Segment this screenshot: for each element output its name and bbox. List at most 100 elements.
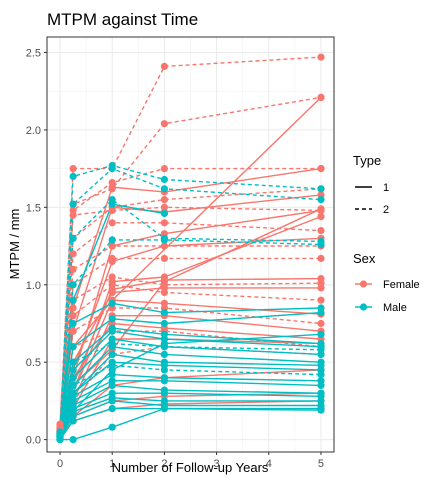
series-line-male-type-2	[59, 198, 322, 434]
x-tick-label: 5	[318, 458, 324, 470]
data-point-male	[69, 358, 77, 366]
data-point-male	[69, 408, 77, 416]
y-tick-label: 0.0	[26, 435, 41, 447]
points-layer	[56, 53, 325, 444]
data-point-male	[108, 397, 116, 405]
legend-male-point	[359, 303, 368, 311]
x-axis-ticks: 0 1 2 3 4 5	[57, 452, 324, 470]
data-point-male	[317, 240, 325, 249]
legend-female-label: Female	[383, 279, 420, 291]
series-line-male-type-1	[59, 203, 165, 436]
data-point-female	[160, 203, 168, 211]
data-point-female	[317, 53, 325, 61]
data-point-male	[160, 377, 168, 385]
legend-type-2-label: 2	[383, 204, 389, 216]
data-point-female	[317, 254, 325, 262]
data-point-male	[108, 165, 116, 173]
data-point-male	[108, 343, 116, 351]
data-point-male	[108, 324, 116, 332]
data-point-female	[160, 278, 168, 286]
data-point-male	[69, 319, 77, 328]
y-tick-label: 1.5	[26, 202, 41, 214]
data-point-male	[108, 315, 116, 323]
data-point-female	[160, 196, 168, 204]
data-point-female	[317, 284, 325, 292]
data-point-female	[317, 93, 325, 101]
data-point-male	[160, 340, 168, 348]
data-point-male	[160, 209, 168, 218]
data-point-female	[317, 319, 325, 328]
data-point-male	[56, 432, 64, 441]
data-point-male	[108, 236, 116, 244]
y-tick-label: 2.5	[26, 47, 41, 59]
data-point-male	[160, 309, 168, 317]
data-point-female	[317, 296, 325, 304]
data-point-male	[69, 296, 77, 304]
data-point-female	[160, 242, 168, 250]
data-point-male	[69, 234, 77, 242]
data-point-male	[69, 343, 77, 351]
legend-male-label: Male	[383, 302, 407, 314]
data-point-female	[69, 211, 77, 219]
y-axis-label: MTPM / mm	[7, 209, 22, 280]
data-point-female	[69, 327, 77, 335]
data-point-female	[317, 227, 325, 235]
plot-panel	[46, 36, 335, 453]
data-point-female	[160, 165, 168, 173]
data-point-female	[108, 254, 116, 262]
legend-female-point	[359, 280, 368, 288]
data-point-male	[69, 417, 77, 425]
data-point-female	[108, 219, 116, 227]
data-point-male	[69, 200, 77, 208]
data-point-male	[160, 405, 168, 413]
data-point-female	[69, 304, 77, 312]
data-point-male	[69, 381, 77, 389]
data-point-male	[108, 366, 116, 374]
data-point-female	[69, 312, 77, 320]
data-point-male	[317, 346, 325, 354]
data-point-female	[108, 288, 116, 297]
panel-border	[46, 36, 335, 453]
data-point-male	[160, 185, 168, 193]
data-point-female	[160, 288, 168, 297]
x-tick-label: 2	[161, 458, 167, 470]
data-point-male	[317, 330, 325, 338]
data-point-female	[69, 165, 77, 173]
x-tick-label: 4	[266, 458, 272, 470]
x-axis-label: Number of Follow-up Years	[112, 460, 269, 475]
y-axis-ticks: 0.0 0.5 1.0 1.5 2.0 2.5	[26, 47, 47, 447]
legend-type-1-label: 1	[383, 182, 389, 194]
data-point-male	[108, 405, 116, 413]
data-point-male	[317, 185, 325, 193]
data-point-male	[160, 175, 168, 184]
x-tick-label: 0	[57, 458, 63, 470]
data-point-male	[69, 172, 77, 180]
data-point-male	[160, 330, 168, 338]
series-line-male-type-2	[59, 364, 322, 437]
data-point-female	[317, 165, 325, 173]
data-point-female	[108, 183, 116, 191]
series-line-female-type-2	[59, 96, 322, 432]
y-tick-label: 2.0	[26, 125, 41, 137]
legend: Type 1 2 Sex Female Male	[353, 153, 420, 314]
data-point-female	[160, 219, 168, 227]
legend-sex-title: Sex	[353, 251, 376, 266]
data-point-male	[108, 196, 116, 204]
chart-title: MTPM against Time	[47, 10, 198, 29]
data-point-female	[317, 213, 325, 221]
data-point-male	[160, 389, 168, 397]
data-point-male	[69, 281, 77, 289]
y-tick-label: 0.5	[26, 357, 41, 369]
data-point-male	[317, 340, 325, 348]
data-point-male	[317, 196, 325, 204]
data-point-male	[160, 366, 168, 374]
data-point-male	[69, 374, 77, 382]
data-point-male	[317, 381, 325, 389]
series-line-female-type-2	[59, 56, 322, 428]
data-point-female	[160, 120, 168, 128]
data-point-female	[69, 250, 77, 258]
x-tick-label: 3	[214, 458, 220, 470]
data-point-female	[69, 265, 77, 273]
data-point-male	[108, 350, 116, 358]
